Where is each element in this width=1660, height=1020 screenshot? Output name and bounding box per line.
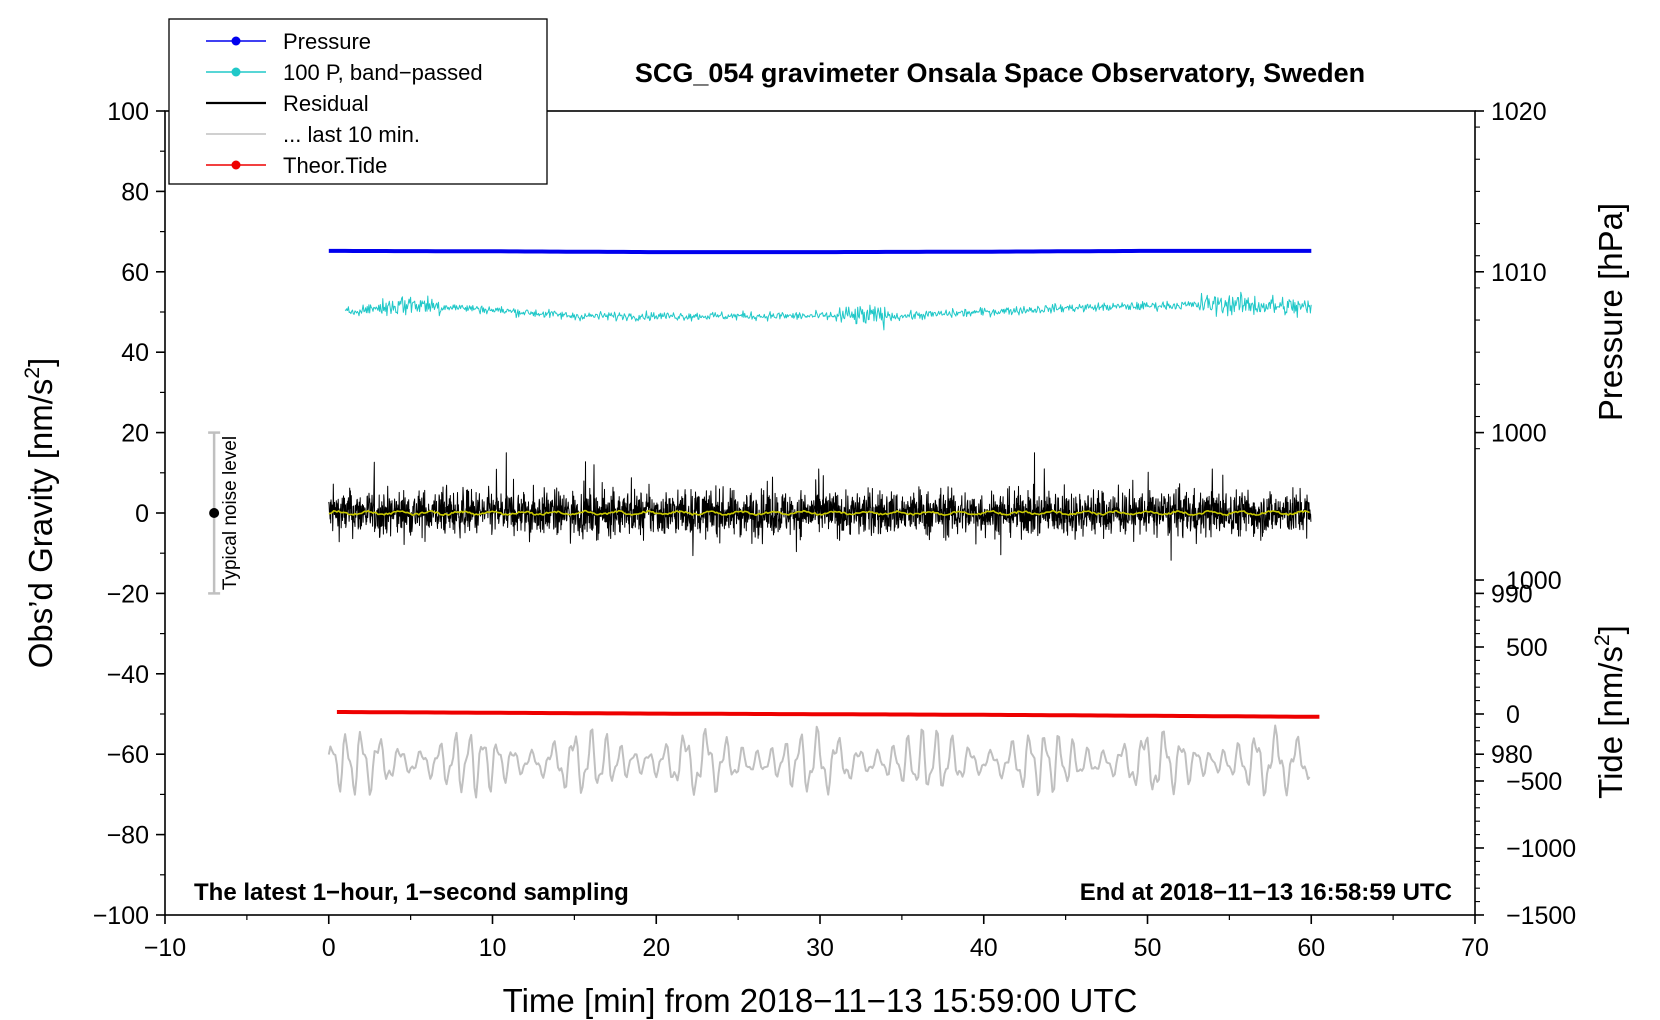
left-tick-label: 100: [107, 98, 149, 126]
last-10-min-line: [327, 724, 1311, 799]
pressure-tick-label: 1010: [1491, 259, 1547, 287]
legend-label: ... last 10 min.: [283, 122, 420, 147]
legend: Pressure 100 P, band−passed Residual ... la…: [168, 18, 548, 185]
pressure-tick-label: 1000: [1491, 420, 1547, 448]
left-tick-label: −20: [107, 580, 149, 608]
tide-axis-title: Tide [nm/s2]: [1591, 625, 1629, 799]
tide-tick-label: 1000: [1506, 567, 1562, 595]
noise-bar-dot: [209, 508, 220, 518]
x-tick-label: 60: [1297, 934, 1325, 962]
pressure-axis-ticks: 1030102010101000990980: [1475, 98, 1547, 769]
tide-tick-label: 0: [1506, 701, 1520, 729]
legend-marker: [231, 160, 241, 170]
x-axis-title: Time [min] from 2018−11−13 15:59:00 UTC: [503, 982, 1138, 1019]
left-tick-label: 0: [135, 500, 149, 528]
x-tick-label: 10: [479, 934, 507, 962]
left-tick-label: 80: [121, 178, 149, 206]
noise-bar: Typical noise level: [208, 431, 241, 595]
legend-entries: Pressure 100 P, band−passed Residual ... la…: [206, 29, 483, 178]
legend-label: Residual: [283, 91, 369, 116]
pressure-tick-label: 1020: [1491, 98, 1547, 126]
pressure-tick-label: 980: [1491, 741, 1533, 769]
footer-left: The latest 1−hour, 1−second sampling: [194, 879, 629, 906]
legend-label: Pressure: [283, 29, 371, 54]
x-tick-label: 0: [322, 934, 336, 962]
legend-label: 100 P, band−passed: [283, 60, 483, 85]
left-axis-title-sup: 2: [21, 367, 44, 379]
left-tick-label: 40: [121, 339, 149, 367]
left-tick-label: −40: [107, 661, 149, 689]
left-tick-label: −80: [107, 822, 149, 850]
left-axis-title-text: Obs’d Gravity [nm/s: [22, 379, 59, 669]
left-tick-label: 60: [121, 259, 149, 287]
x-axis-ticks: −10 0 10 20 30 40 50 60 70: [144, 915, 1489, 962]
left-axis-ticks: 100 80 60 40 20 0 −20 −40 −60 −80 −100: [93, 98, 165, 930]
noise-bar-label: Typical noise level: [220, 436, 241, 590]
tide-axis-ticks: 1000 500 0 −500 −1000 −1500: [1475, 567, 1576, 930]
x-tick-label: 40: [970, 934, 998, 962]
legend-marker: [231, 67, 241, 77]
legend-box: [168, 18, 548, 185]
pressure-line: [328, 248, 1312, 255]
left-tick-label: 20: [121, 420, 149, 448]
x-tick-label: 20: [642, 934, 670, 962]
tide-tick-label: 500: [1506, 634, 1548, 662]
residual-smoothed-line: [328, 509, 1310, 517]
pressure-axis-title: Pressure [hPa]: [1592, 203, 1629, 421]
legend-label: Theor.Tide: [283, 153, 387, 178]
tide-tick-label: −1500: [1506, 902, 1576, 930]
left-tick-label: −100: [93, 902, 149, 930]
theor-tide-line: [336, 710, 1320, 719]
x-tick-label: 30: [806, 934, 834, 962]
x-tick-label: −10: [144, 934, 186, 962]
x-tick-label: 70: [1461, 934, 1489, 962]
legend-marker: [231, 36, 241, 46]
tide-tick-label: −1000: [1506, 835, 1576, 863]
pressure-bandpassed-line: [344, 291, 1312, 331]
left-tick-label: −60: [107, 741, 149, 769]
tide-axis-title-sup: 2: [1591, 634, 1614, 646]
chart-title: SCG_054 gravimeter Onsala Space Observat…: [635, 58, 1365, 88]
pressure-tick-label: 990: [1491, 580, 1533, 608]
left-axis-title: Obs’d Gravity [nm/s2]: [21, 358, 59, 669]
tide-tick-label: −500: [1506, 768, 1562, 796]
residual-line: [328, 452, 1312, 561]
tide-axis-title-text: Tide [nm/s: [1592, 646, 1629, 799]
tide-axis-title-end: ]: [1592, 625, 1629, 634]
footer-right: End at 2018−11−13 16:58:59 UTC: [1080, 879, 1452, 906]
left-axis-title-end: ]: [22, 358, 59, 367]
series-layer: [327, 248, 1320, 799]
x-tick-label: 50: [1134, 934, 1162, 962]
